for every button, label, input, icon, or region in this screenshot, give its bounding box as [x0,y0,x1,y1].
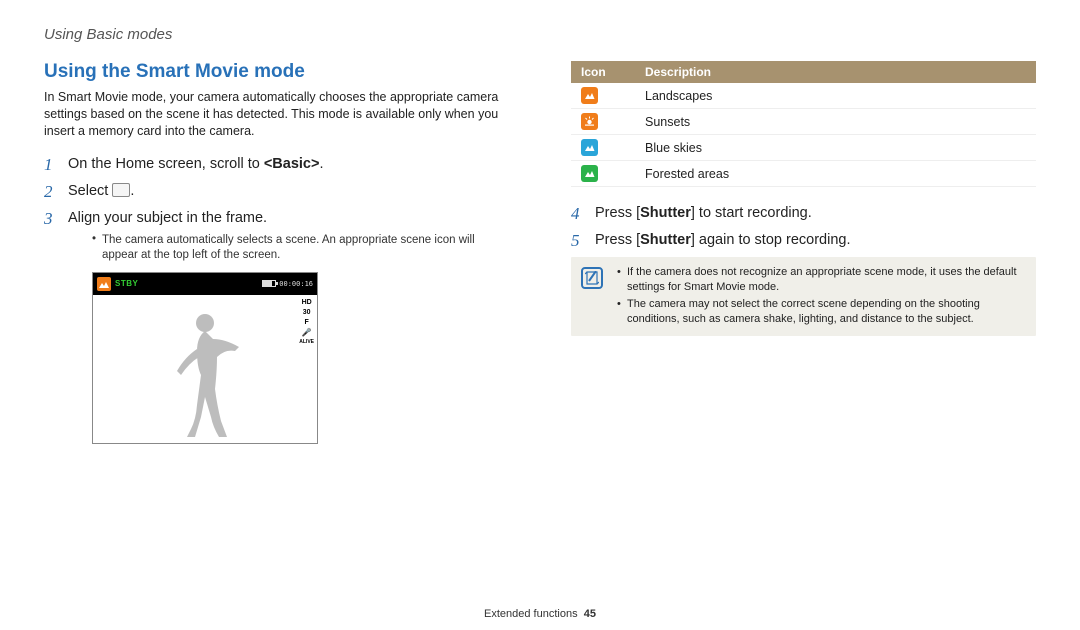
stby-label: STBY [115,278,138,290]
breadcrumb: Using Basic modes [44,26,1036,43]
th-desc: Description [635,61,1036,83]
table-row: Sunsets [571,109,1036,135]
table-row: Landscapes [571,83,1036,109]
alive-indicator: ALIVE [299,340,314,345]
scene-icon [97,277,111,291]
step-1: On the Home screen, scroll to <Basic>. [44,154,509,175]
row-icon-cell [571,83,635,109]
camera-preview: STBY 00:00:16 HD 30 F 🎤 [92,272,318,444]
table-row: Blue skies [571,135,1036,161]
step-1-post: . [319,156,323,172]
hd-indicator: HD [302,299,312,306]
row-label-cell: Landscapes [635,83,1036,109]
step-5-pre: Press [ [595,232,640,248]
scene-mini-icon [581,87,598,104]
step-2-post: . [130,183,134,199]
row-label-cell: Sunsets [635,109,1036,135]
row-icon-cell [571,135,635,161]
table-row: Forested areas [571,161,1036,187]
fps-indicator: 30 [303,309,311,316]
row-icon-cell [571,161,635,187]
battery-icon [262,280,276,287]
note-item-1: If the camera does not recognize an appr… [617,265,1028,295]
step-1-pre: On the Home screen, scroll to [68,156,264,172]
step-5: Press [Shutter] again to stop recording. [571,230,1036,251]
footer-page: 45 [584,608,596,620]
note-box: If the camera does not recognize an appr… [571,257,1036,336]
note-icon [581,267,603,289]
scene-mini-icon [581,113,598,130]
mic-icon: 🎤 [302,329,312,337]
step-4-bold: Shutter [640,205,691,221]
subject-silhouette [147,309,257,439]
footer-section: Extended functions [484,608,578,620]
row-icon-cell [571,109,635,135]
step-3-text: Align your subject in the frame. [68,210,267,226]
step-4-pre: Press [ [595,205,640,221]
th-icon: Icon [571,61,635,83]
preview-side-indicators: HD 30 F 🎤 ALIVE [299,299,314,345]
step-5-bold: Shutter [640,232,691,248]
scene-mini-icon [581,139,598,156]
steps-left: On the Home screen, scroll to <Basic>. S… [44,154,509,444]
step-5-post: ] again to stop recording. [691,232,851,248]
scene-mini-icon [581,165,598,182]
steps-right: Press [Shutter] to start recording. Pres… [571,203,1036,251]
step-4-post: ] to start recording. [691,205,812,221]
icon-description-table: Icon Description LandscapesSunsetsBlue s… [571,61,1036,187]
row-label-cell: Blue skies [635,135,1036,161]
section-title: Using the Smart Movie mode [44,61,509,83]
step-4: Press [Shutter] to start recording. [571,203,1036,224]
row-label-cell: Forested areas [635,161,1036,187]
step-3-sub: The camera automatically selects a scene… [92,233,509,264]
right-column: Icon Description LandscapesSunsetsBlue s… [571,61,1036,450]
step-1-bold: <Basic> [264,156,320,172]
lead-paragraph: In Smart Movie mode, your camera automat… [44,89,509,140]
preview-topbar: STBY 00:00:16 [93,273,317,295]
mode-select-icon [112,183,130,197]
f-indicator: F [304,319,308,326]
step-3: Align your subject in the frame. The cam… [44,208,509,444]
page-footer: Extended functions 45 [0,608,1080,620]
note-item-2: The camera may not select the correct sc… [617,297,1028,327]
preview-body: HD 30 F 🎤 ALIVE [93,295,317,443]
step-2: Select . [44,181,509,202]
step-2-pre: Select [68,183,112,199]
timecode: 00:00:16 [279,279,313,289]
left-column: Using the Smart Movie mode In Smart Movi… [44,61,509,450]
